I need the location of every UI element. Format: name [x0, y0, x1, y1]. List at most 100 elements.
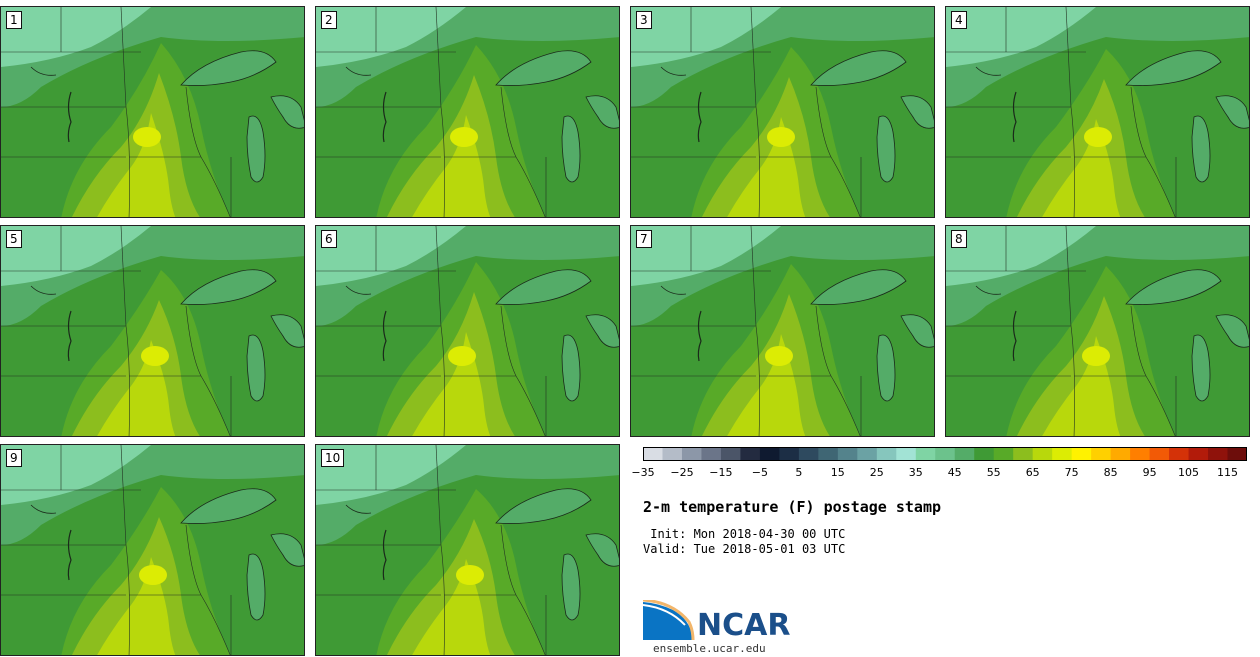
colorbar-swatch: [837, 447, 858, 461]
river: [975, 66, 1002, 76]
warmest-spot: [133, 127, 161, 147]
lake-huron: [270, 95, 304, 129]
ncar-logo-icon: [643, 600, 695, 641]
colorbar-tick-label: 15: [830, 466, 845, 479]
temperature-map: [1, 226, 304, 436]
member-number: 7: [636, 230, 652, 248]
colorbar-tick-label: 105: [1178, 466, 1199, 479]
colorbar-swatch: [896, 447, 917, 461]
state-border: [830, 375, 861, 436]
river: [975, 285, 1002, 295]
state-border: [440, 106, 445, 217]
warmest-spot: [765, 346, 793, 366]
colorbar-swatch: [1091, 447, 1112, 461]
river: [30, 66, 57, 76]
lake-huron: [900, 314, 934, 348]
temperature-map: [631, 7, 934, 217]
state-border: [440, 544, 445, 655]
warmest-spot: [1082, 346, 1110, 366]
warmest-spot: [139, 565, 167, 585]
lake-superior: [810, 269, 907, 305]
lake-huron: [270, 533, 304, 567]
lake-superior: [180, 50, 277, 86]
state-border: [830, 156, 861, 217]
river: [382, 529, 387, 581]
postage-stamp-panel-9: 9: [0, 444, 305, 656]
colorbar-swatch: [1071, 447, 1092, 461]
colorbar-border: [643, 447, 1247, 461]
lake-superior: [1125, 50, 1222, 86]
state-border: [129, 86, 202, 158]
warmest-spot: [448, 346, 476, 366]
river: [660, 66, 687, 76]
colorbar-swatch: [935, 447, 956, 461]
state-border: [125, 325, 130, 436]
state-border: [759, 86, 832, 158]
lake-michigan: [246, 334, 266, 402]
state-border: [444, 305, 517, 377]
state-border: [515, 375, 546, 436]
state-border: [125, 106, 130, 217]
lake-superior: [1125, 269, 1222, 305]
lake-huron: [585, 314, 619, 348]
temperature-map: [1, 445, 304, 655]
lake-michigan: [246, 115, 266, 183]
lake-huron: [1215, 95, 1249, 129]
postage-stamp-panel-8: 8: [945, 225, 1250, 437]
river: [345, 285, 372, 295]
lake-superior: [495, 50, 592, 86]
state-border: [759, 305, 832, 377]
postage-stamp-panel-4: 4: [945, 6, 1250, 218]
lake-michigan: [876, 115, 896, 183]
colorbar-tick-label: −25: [670, 466, 694, 479]
member-number: 9: [6, 449, 22, 467]
river: [30, 504, 57, 514]
colorbar-swatch: [720, 447, 741, 461]
state-border: [1070, 325, 1075, 436]
member-number: 8: [951, 230, 967, 248]
colorbar-swatch: [1169, 447, 1190, 461]
warmest-spot: [456, 565, 484, 585]
state-border: [1145, 156, 1176, 217]
colorbar-swatch: [740, 447, 761, 461]
member-number: 3: [636, 11, 652, 29]
river: [345, 504, 372, 514]
river: [67, 91, 72, 143]
member-number: 2: [321, 11, 337, 29]
colorbar-swatch: [954, 447, 975, 461]
colorbar-tick-label: 85: [1103, 466, 1118, 479]
colorbar-swatch: [857, 447, 878, 461]
temperature-map: [946, 7, 1249, 217]
colorbar-swatch: [759, 447, 780, 461]
colorbar-tick-label: −35: [631, 466, 655, 479]
temperature-map: [316, 226, 619, 436]
colorbar-tick-label: 65: [1025, 466, 1040, 479]
lake-superior: [180, 488, 277, 524]
colorbar-swatch: [1013, 447, 1034, 461]
state-border: [440, 325, 445, 436]
colorbar-tick-label: −15: [709, 466, 733, 479]
colorbar-swatch: [1188, 447, 1209, 461]
state-border: [200, 594, 231, 655]
state-border: [750, 7, 757, 108]
colorbar-tick-label: −5: [751, 466, 768, 479]
postage-stamp-panel-2: 2: [315, 6, 620, 218]
lake-superior: [495, 488, 592, 524]
state-border: [120, 7, 127, 108]
temperature-map: [946, 226, 1249, 436]
postage-stamp-panel-5: 5: [0, 225, 305, 437]
state-border: [200, 156, 231, 217]
lake-huron: [1215, 314, 1249, 348]
river: [697, 310, 702, 362]
colorbar-swatch: [876, 447, 897, 461]
colorbar-swatch: [1052, 447, 1073, 461]
member-number: 10: [321, 449, 345, 467]
colorbar-swatch: [779, 447, 800, 461]
colorbar-swatch: [915, 447, 936, 461]
lake-superior: [810, 50, 907, 86]
colorbar-swatch: [1227, 447, 1247, 461]
lake-michigan: [561, 553, 581, 621]
colorbar-swatch: [798, 447, 819, 461]
lake-huron: [270, 314, 304, 348]
colorbar-tick-label: 115: [1217, 466, 1238, 479]
